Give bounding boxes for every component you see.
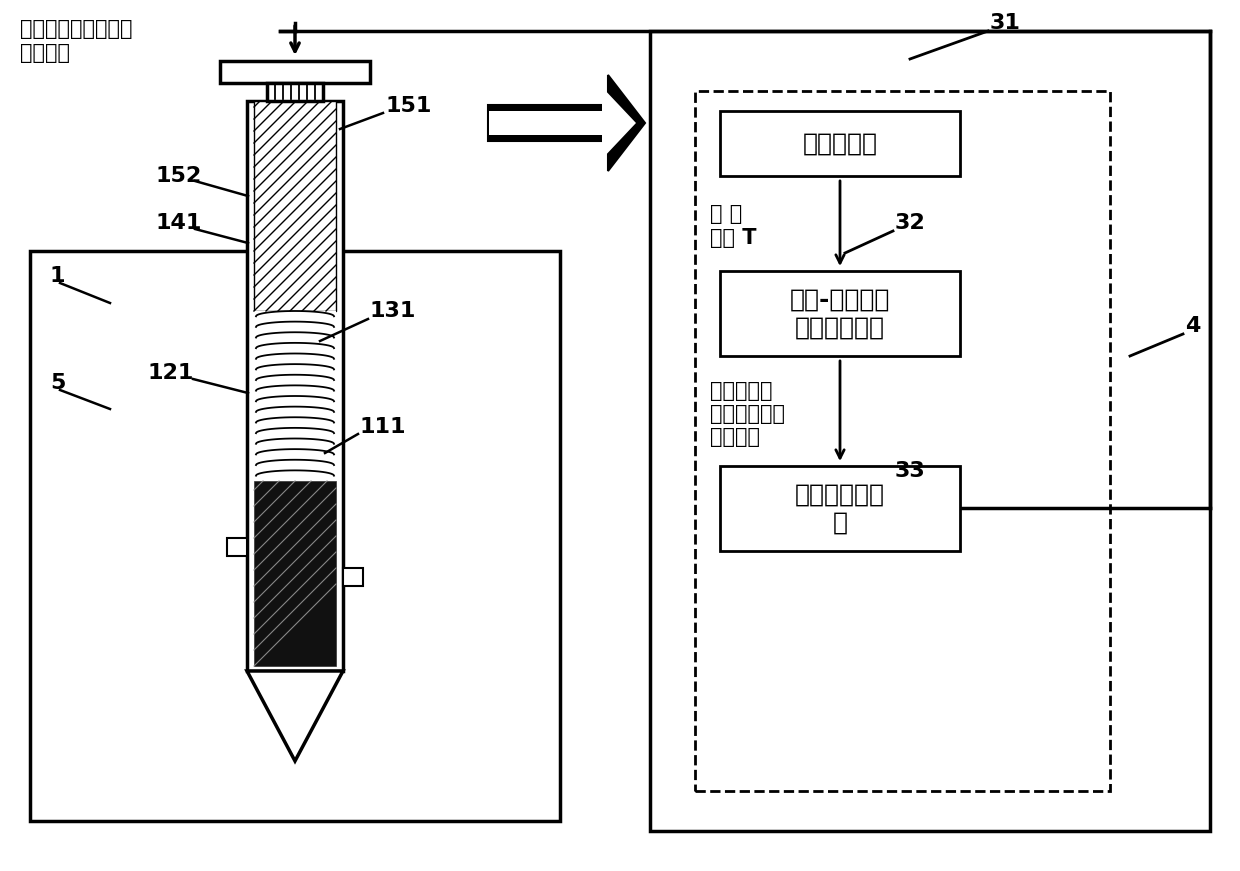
Text: 121: 121 <box>148 363 195 383</box>
Bar <box>343 568 363 586</box>
Bar <box>227 538 247 556</box>
Bar <box>650 31 1210 831</box>
Text: 界 面
温度 T: 界 面 温度 T <box>711 205 756 247</box>
Text: 5: 5 <box>50 373 66 393</box>
Text: 信号接收器: 信号接收器 <box>802 132 878 156</box>
Bar <box>219 61 370 83</box>
Bar <box>30 251 560 821</box>
Bar <box>720 271 960 356</box>
Text: 111: 111 <box>360 417 407 437</box>
Polygon shape <box>489 87 636 159</box>
Bar <box>267 83 322 101</box>
Polygon shape <box>489 75 645 171</box>
Text: 温度-窝洞制备
参数数学模型: 温度-窝洞制备 参数数学模型 <box>790 287 890 340</box>
Text: 131: 131 <box>370 301 417 321</box>
Text: 推荐钻针转
速、进给力、
进给速度: 推荐钻针转 速、进给力、 进给速度 <box>711 381 785 447</box>
Bar <box>720 466 960 551</box>
Text: 钻针转速、进给力、
进给速度: 钻针转速、进给力、 进给速度 <box>20 19 133 63</box>
Bar <box>247 101 343 671</box>
Text: 自适应控制系
统: 自适应控制系 统 <box>795 483 885 535</box>
Text: 151: 151 <box>384 96 432 116</box>
Text: 1: 1 <box>50 266 66 286</box>
Bar <box>694 91 1110 791</box>
Bar <box>254 101 336 311</box>
Text: 33: 33 <box>895 461 926 481</box>
Text: 141: 141 <box>155 213 201 233</box>
Bar <box>720 111 960 176</box>
Text: 32: 32 <box>895 213 926 233</box>
Text: 152: 152 <box>155 166 201 186</box>
Bar <box>254 311 336 481</box>
Text: 31: 31 <box>990 13 1021 33</box>
Text: 4: 4 <box>1185 316 1200 336</box>
Bar <box>254 481 336 666</box>
Polygon shape <box>247 671 343 761</box>
